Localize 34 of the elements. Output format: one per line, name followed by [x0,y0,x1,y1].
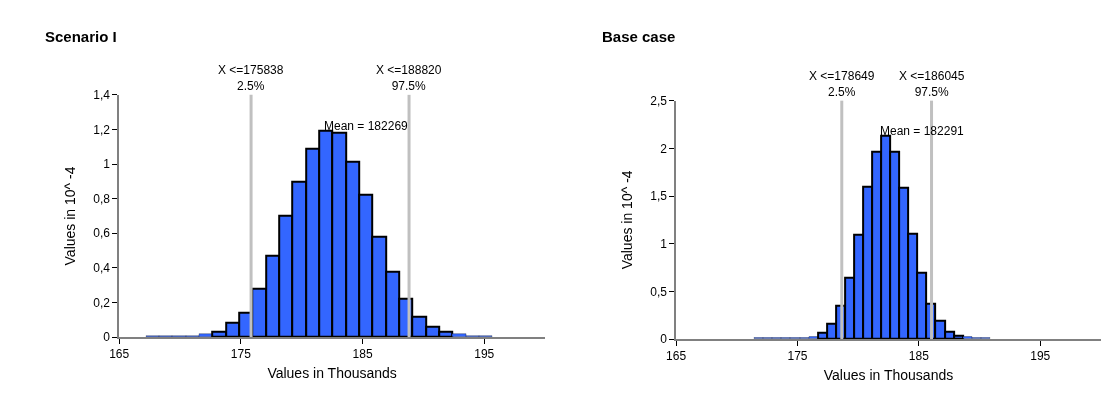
x-tick-label: 165 [109,347,130,362]
annotation: Mean = 182291 [880,124,965,138]
y-tick-label: 0,4 [93,261,111,276]
ref-line-label: X <=178649 2.5% [809,69,875,99]
y-tick-label: 0,6 [93,226,111,241]
y-tick-label: 0 [660,332,668,347]
x-tick-label: 185 [908,349,930,364]
x-axis-title: Values in Thousands [823,367,954,383]
y-tick-label: 1,5 [650,189,668,204]
y-tick-label: 1 [660,236,668,251]
y-axis-title: Values in 10^ -4 [619,170,636,270]
x-axis-title: Values in Thousands [267,365,397,382]
chart-title: Scenario I [45,28,117,45]
y-tick-label: 0 [103,330,111,345]
x-tick-label: 165 [666,349,687,364]
y-tick-label: 2 [660,141,668,156]
y-tick-label: 1,4 [93,88,111,103]
x-tick-label: 175 [787,349,808,364]
y-tick-label: 0,2 [93,295,111,310]
x-tick-label: 175 [230,347,252,362]
y-axis-title: Values in 10^ -4 [62,166,79,266]
y-tick-label: 2,5 [650,93,668,108]
x-tick-label: 185 [352,347,373,362]
y-tick-label: 1,2 [93,122,111,137]
ref-line-label: X <=186045 97.5% [899,69,965,99]
annotation: Mean = 182269 [324,119,409,133]
x-tick-label: 195 [474,347,495,362]
x-tick-label: 195 [1030,349,1051,364]
chart-title: Base case [602,28,676,45]
y-tick-label: 0,8 [93,191,111,206]
y-tick-label: 0,5 [650,284,668,299]
y-tick-label: 1 [103,157,111,172]
ref-line-label: X <=188820 97.5% [376,63,442,93]
ref-line-label: X <=175838 2.5% [218,63,284,93]
